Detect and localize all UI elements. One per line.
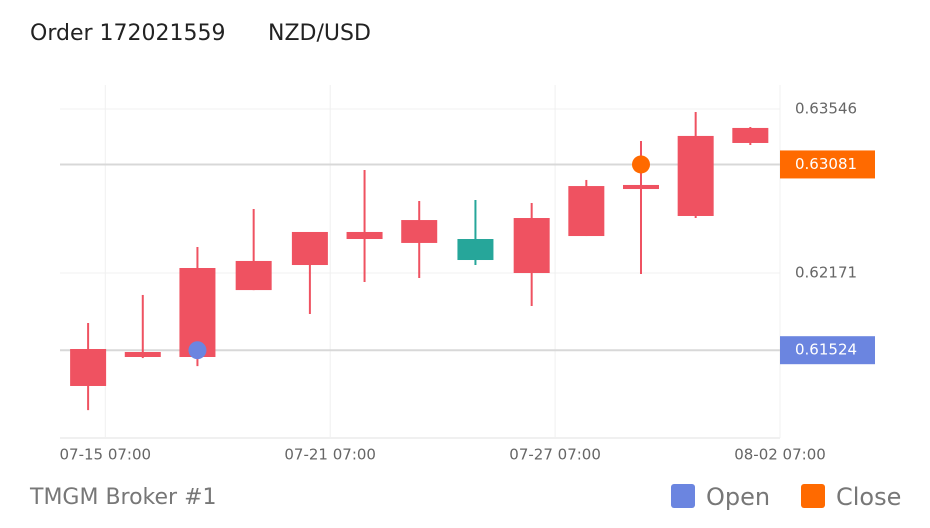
y-tick-label: 0.63546 (795, 99, 857, 117)
candle-body (401, 220, 438, 243)
order-marker (631, 155, 650, 174)
candle-body (568, 186, 605, 237)
legend-label: Close (836, 483, 901, 511)
x-tick-label: 07-27 07:00 (509, 446, 601, 464)
candle-body (622, 184, 659, 190)
candle-body (457, 239, 494, 261)
y-tick-label: 0.62171 (795, 264, 857, 282)
x-tick-label: 08-02 07:00 (734, 446, 826, 464)
footer: TMGM Broker #1 (29, 485, 217, 510)
order-marker (188, 341, 207, 360)
candle-body (346, 231, 383, 240)
candle-body (513, 218, 550, 274)
price-label: 0.61524 (795, 341, 857, 359)
x-tick-label: 07-21 07:00 (284, 446, 376, 464)
candle-body (291, 231, 328, 266)
price-label: 0.63081 (795, 155, 857, 173)
x-tick-label: 07-15 07:00 (59, 446, 151, 464)
price-label-box (780, 150, 875, 179)
legend-label: Open (706, 483, 770, 511)
legend-swatch (801, 484, 825, 508)
candle-body (70, 349, 107, 386)
candle-body (677, 135, 714, 216)
chart-subtitle: NZD/USD (268, 21, 371, 46)
candle-body (124, 351, 161, 357)
price-label-box (780, 336, 875, 365)
legend-swatch (671, 484, 695, 508)
chart-title: Order 172021559 (30, 21, 226, 46)
candle-body (235, 260, 272, 291)
candle-body (732, 127, 769, 143)
